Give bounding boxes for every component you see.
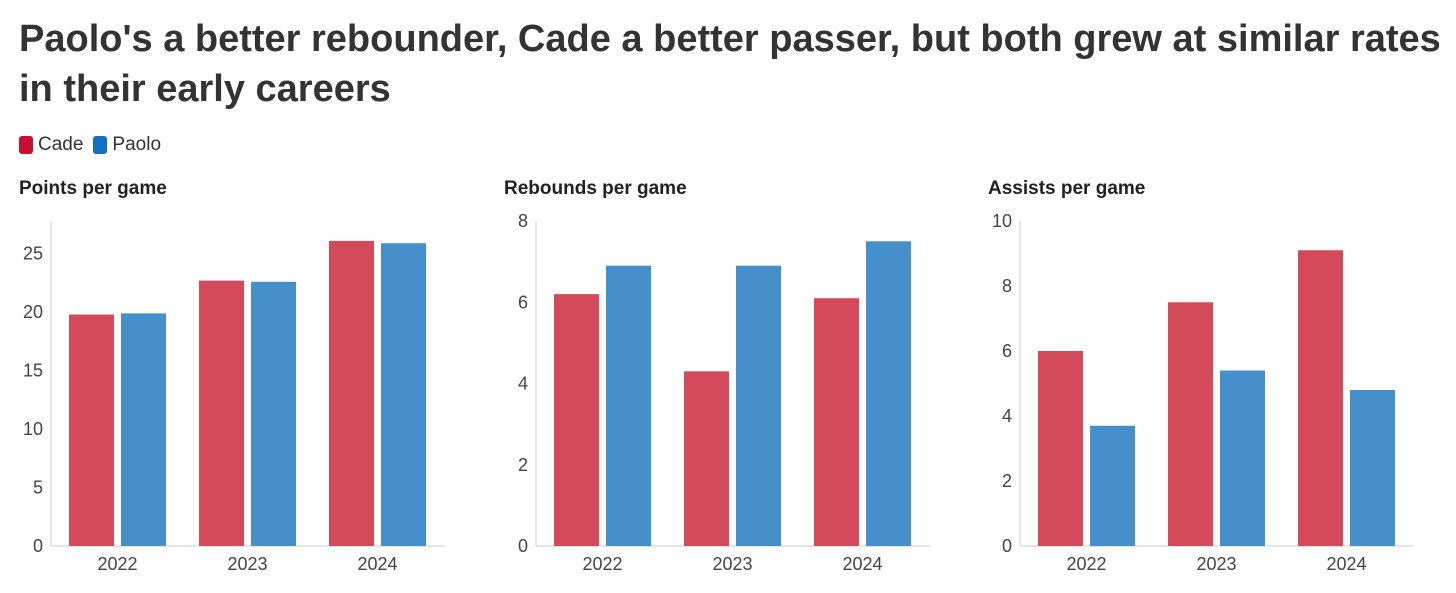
bar-paolo-2024 bbox=[866, 241, 911, 546]
y-tick-label: 0 bbox=[518, 536, 528, 556]
y-tick-label: 15 bbox=[23, 361, 43, 381]
panel-title-rebounds: Rebounds per game bbox=[504, 178, 687, 199]
bar-paolo-2023 bbox=[251, 281, 296, 546]
y-tick-label: 4 bbox=[518, 374, 528, 394]
x-tick-label: 2022 bbox=[1066, 554, 1106, 574]
rebounds-chart: 0 2 4 6 8 2022 2023 2024 bbox=[518, 211, 930, 574]
legend-label-cade: Cade bbox=[38, 134, 84, 155]
y-tick-label: 0 bbox=[33, 536, 43, 556]
bar-paolo-2023 bbox=[1220, 370, 1265, 546]
panel-title-points: Points per game bbox=[19, 178, 167, 199]
bar-cade-2022 bbox=[554, 294, 599, 546]
legend-swatch-paolo bbox=[93, 136, 108, 154]
y-tick-label: 8 bbox=[518, 211, 528, 231]
chart-title: Paolo's a better rebounder, Cade a bette… bbox=[19, 18, 1441, 110]
panel-points: Points per game 0 5 10 15 20 25 2022 2023 2024 bbox=[19, 178, 459, 588]
y-tick-label: 4 bbox=[1002, 406, 1012, 426]
y-tick-label: 8 bbox=[1002, 276, 1012, 296]
x-tick-label: 2024 bbox=[842, 554, 882, 574]
panel-rebounds: Rebounds per game 0 2 4 6 8 2022 2023 2024 bbox=[504, 178, 944, 588]
bar-paolo-2022 bbox=[606, 265, 651, 546]
bar-cade-2024 bbox=[814, 298, 859, 546]
bar-cade-2023 bbox=[199, 280, 244, 546]
y-tick-label: 0 bbox=[1002, 536, 1012, 556]
y-tick-label: 20 bbox=[23, 302, 43, 322]
y-tick-label: 6 bbox=[1002, 341, 1012, 361]
legend-swatch-cade bbox=[19, 136, 33, 154]
x-tick-label: 2022 bbox=[97, 554, 137, 574]
x-tick-label: 2023 bbox=[712, 554, 752, 574]
legend-label-paolo: Paolo bbox=[112, 134, 162, 155]
y-tick-label: 25 bbox=[23, 244, 43, 264]
bar-paolo-2022 bbox=[1090, 425, 1135, 546]
bar-paolo-2022 bbox=[121, 313, 166, 546]
panel-title-assists: Assists per game bbox=[988, 178, 1146, 199]
assists-chart: 0 2 4 6 8 10 2022 2023 2024 bbox=[992, 211, 1414, 574]
bar-cade-2024 bbox=[329, 240, 374, 547]
x-tick-label: 2024 bbox=[1326, 554, 1366, 574]
panel-assists: Assists per game 0 2 4 6 8 10 2022 2023 2024 bbox=[988, 178, 1428, 588]
legend: Cade Paolo bbox=[19, 134, 171, 156]
bar-paolo-2023 bbox=[736, 265, 781, 546]
bar-paolo-2024 bbox=[381, 243, 426, 546]
y-tick-label: 10 bbox=[992, 211, 1012, 231]
bar-cade-2023 bbox=[684, 371, 729, 546]
legend-item-paolo: Paolo bbox=[93, 134, 161, 156]
y-tick-label: 10 bbox=[23, 419, 43, 439]
bar-paolo-2024 bbox=[1350, 390, 1395, 546]
y-tick-label: 6 bbox=[518, 292, 528, 312]
x-tick-label: 2022 bbox=[582, 554, 622, 574]
y-tick-label: 5 bbox=[33, 478, 43, 498]
y-tick-label: 2 bbox=[518, 455, 528, 475]
points-chart: 0 5 10 15 20 25 2022 2023 2024 bbox=[23, 221, 445, 574]
bar-cade-2024 bbox=[1298, 250, 1343, 546]
x-tick-label: 2023 bbox=[1196, 554, 1236, 574]
bar-cade-2022 bbox=[1038, 351, 1083, 546]
bar-cade-2023 bbox=[1168, 302, 1213, 546]
x-tick-label: 2023 bbox=[227, 554, 267, 574]
bar-cade-2022 bbox=[69, 314, 114, 546]
y-tick-label: 2 bbox=[1002, 471, 1012, 491]
legend-item-cade: Cade bbox=[19, 134, 83, 156]
x-tick-label: 2024 bbox=[357, 554, 397, 574]
